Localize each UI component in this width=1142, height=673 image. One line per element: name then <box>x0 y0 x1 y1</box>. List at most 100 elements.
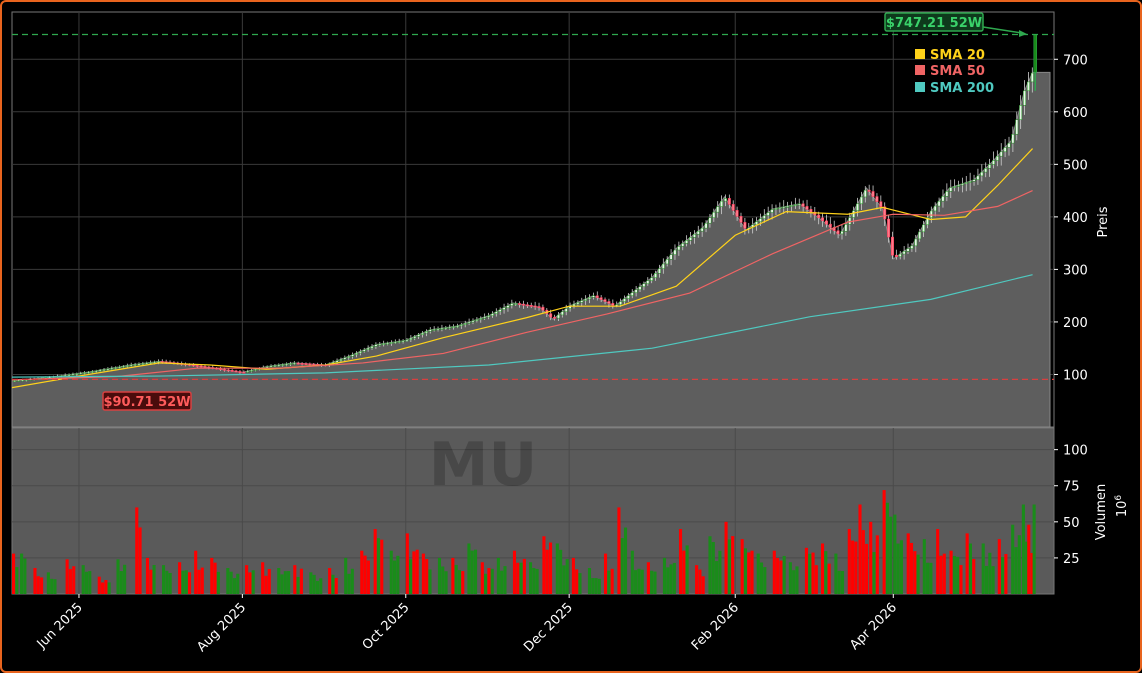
52w-lines <box>12 33 1054 380</box>
volume-bar <box>296 576 300 594</box>
candle-body <box>588 297 591 300</box>
volume-bar <box>347 573 351 594</box>
volume-bar <box>40 577 44 594</box>
candle-body <box>238 371 242 373</box>
candle-body <box>731 204 735 211</box>
volume-bar <box>607 570 611 594</box>
candle-body <box>844 224 848 232</box>
candle-body <box>529 305 533 307</box>
volume-bar <box>662 557 667 594</box>
volume-bar <box>984 565 989 594</box>
candle-body <box>809 209 813 213</box>
candle-body <box>630 292 634 296</box>
volume-bar <box>861 530 865 594</box>
volume-bar <box>913 551 917 594</box>
x-tick-label: Feb 2026 <box>689 600 742 653</box>
candle-body <box>650 277 654 281</box>
volume-bar <box>840 571 845 594</box>
volume-bar <box>461 571 465 594</box>
candle-body <box>479 318 483 320</box>
candle-body <box>226 369 230 372</box>
volume-bar <box>181 570 185 594</box>
candle-body <box>910 245 914 249</box>
candle-body <box>906 248 910 252</box>
candle-body <box>564 308 568 313</box>
candle-body <box>300 362 304 365</box>
volume-bar <box>759 562 764 594</box>
candle-body <box>79 372 83 375</box>
volume-bar <box>23 558 27 594</box>
volume-bar <box>747 552 751 594</box>
candle-body <box>817 214 821 219</box>
volume-bar <box>965 533 969 594</box>
volume-bar <box>145 557 150 594</box>
candle-body <box>106 368 110 371</box>
candle-body <box>436 328 440 331</box>
candle-body <box>145 362 149 365</box>
volume-bar <box>731 536 735 594</box>
candle-body <box>626 295 630 299</box>
candle-body <box>945 191 949 197</box>
volume-bar <box>650 570 654 594</box>
candle-body <box>720 200 724 207</box>
candle-body <box>696 230 700 235</box>
candle-body <box>634 289 638 293</box>
candle-body <box>856 203 859 211</box>
candle-body <box>623 298 626 302</box>
candle-body <box>646 280 650 284</box>
volume-bar <box>454 564 458 594</box>
volume-bar <box>640 569 644 594</box>
volume-bar <box>597 578 601 594</box>
candle-body <box>87 371 90 374</box>
x-tick-label: Aug 2025 <box>194 600 249 655</box>
candle-body <box>972 179 976 182</box>
candle-body <box>378 343 382 346</box>
volume-bar <box>309 572 313 594</box>
volume-bar <box>480 562 484 594</box>
volume-bar <box>53 579 57 594</box>
volume-bar <box>104 580 108 594</box>
volume-bar <box>487 568 491 594</box>
candle-body <box>401 340 405 343</box>
volume-bar <box>277 568 281 594</box>
volume-bar <box>1004 553 1008 594</box>
candle-body <box>922 224 925 233</box>
candle-body <box>475 319 479 322</box>
volume-bar <box>396 555 400 594</box>
volume-bar <box>1025 541 1029 594</box>
x-tick-label: Oct 2025 <box>360 600 413 653</box>
candle-body <box>704 222 708 229</box>
candle-body <box>619 301 623 305</box>
candle-body <box>852 210 856 218</box>
volume-bar <box>412 551 416 594</box>
candle-body <box>743 222 747 229</box>
volume-bar <box>15 567 19 594</box>
volume-bar <box>750 550 754 594</box>
volume-tick-label: 50 <box>1063 516 1080 531</box>
candle-body <box>724 198 727 202</box>
candle-body <box>121 365 125 368</box>
volume-bar <box>666 567 670 594</box>
candle-body <box>824 220 828 225</box>
volume-bar <box>991 566 995 594</box>
volume-bar <box>889 516 893 594</box>
candle-body <box>288 363 292 365</box>
volume-bar <box>138 527 142 594</box>
volume-bar <box>473 549 478 594</box>
volume-bar <box>988 552 992 594</box>
candle-body <box>999 151 1003 157</box>
volume-bar <box>264 575 268 594</box>
candle-body <box>428 329 432 332</box>
candle-body <box>541 306 545 311</box>
candle-body <box>995 155 999 161</box>
volume-bar <box>168 573 172 594</box>
volume-bar <box>623 527 628 594</box>
volume-bar <box>909 542 914 594</box>
volume-bar <box>331 574 335 594</box>
volume-bar <box>685 545 689 594</box>
candle-body <box>918 231 922 240</box>
volume-bar <box>565 559 569 594</box>
candle-body <box>716 206 720 213</box>
candle-body <box>114 367 118 369</box>
volume-bar <box>280 574 284 594</box>
